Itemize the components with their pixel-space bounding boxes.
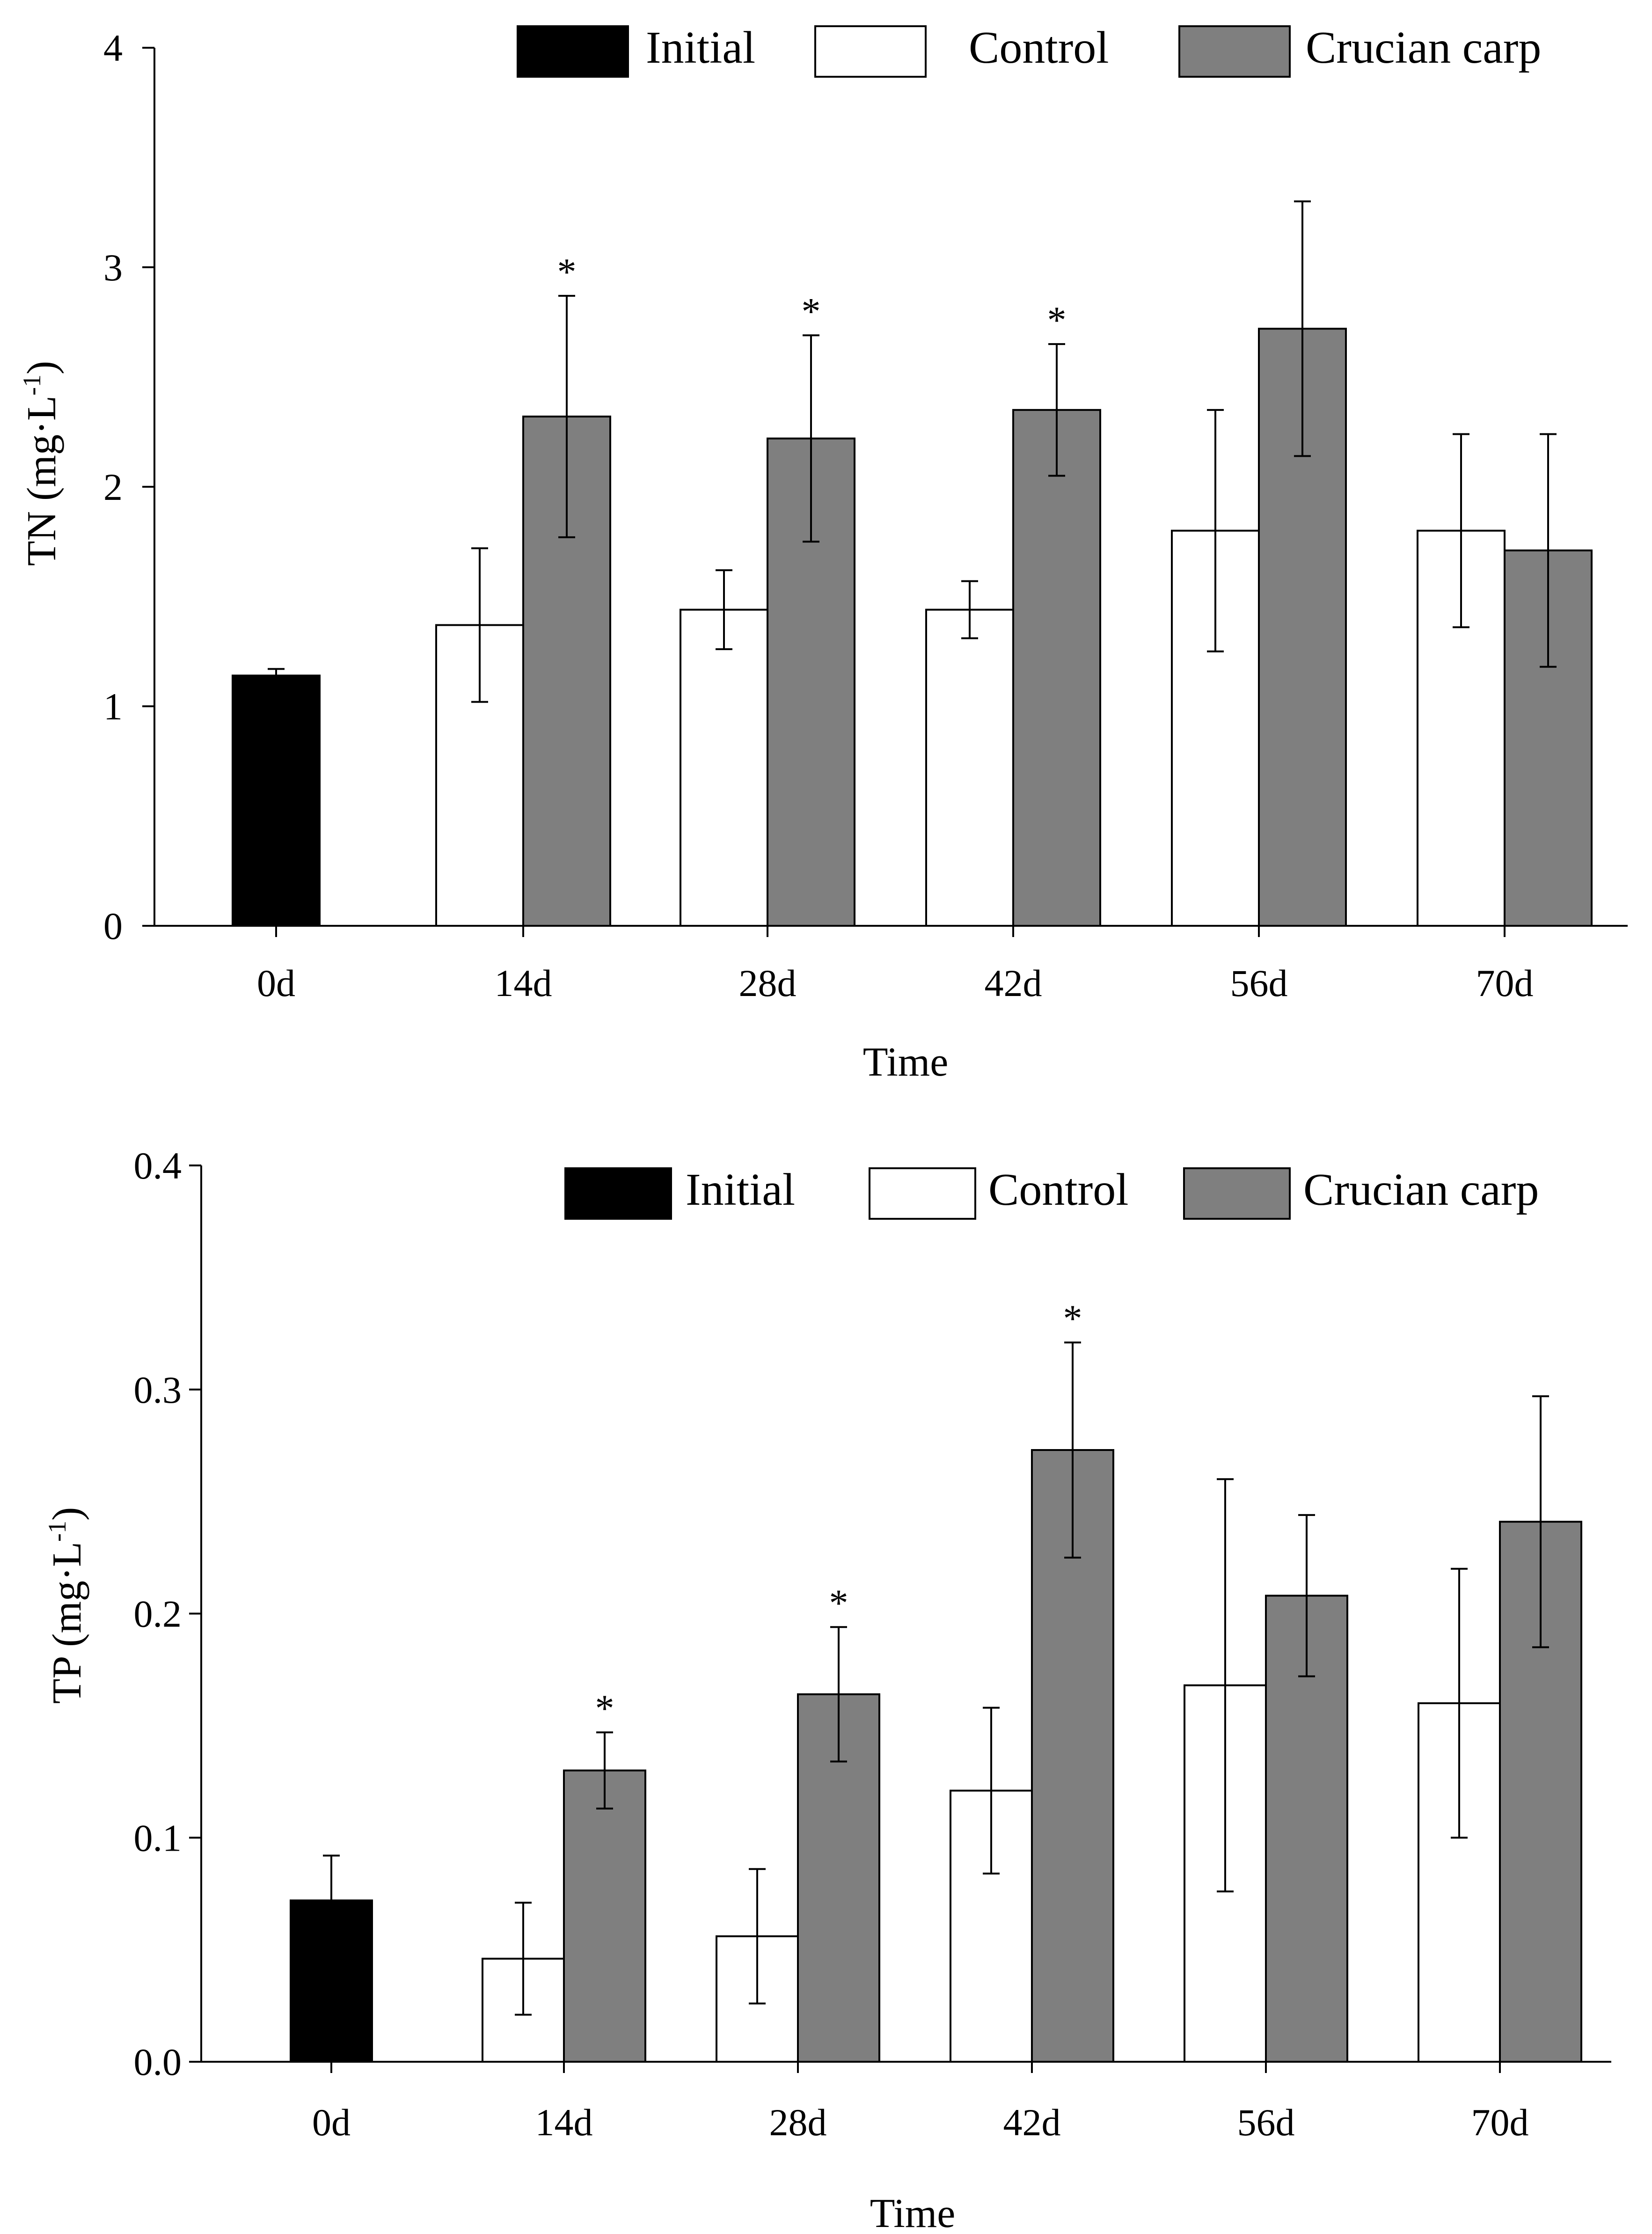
tp-legend-swatch-crucian-carp (1183, 1167, 1291, 1220)
tn-legend-swatch-control (814, 25, 927, 78)
tn-significance-14d: * (557, 250, 577, 293)
tn-significance-28d: * (802, 290, 821, 332)
tp-x-tick-label-42d: 42d (1003, 2101, 1061, 2144)
tp-x-tick-label-14d: 14d (535, 2101, 593, 2144)
chart-panel-tp: TP (mg·L-1) Time (43, 1507, 955, 2234)
tn-y-tick-label: 4 (103, 27, 123, 69)
tp-legend: Initial Control Crucian carp (564, 1165, 1539, 1220)
chart-tn-plot: * * * 0 1 2 3 4 0d 14d 28d 42d 56d 70d Initial Control C… (103, 22, 1628, 1004)
tp-x-tick-label-70d: 70d (1471, 2101, 1529, 2144)
tp-y-tick-label: 0.4 (134, 1144, 182, 1187)
tn-x-tick-label-14d: 14d (495, 962, 552, 1004)
tp-y-tick-label: 0.2 (134, 1593, 182, 1635)
tn-x-tick-label-42d: 42d (985, 962, 1042, 1004)
tn-y-tick-label: 0 (103, 905, 123, 947)
tp-significance-42d: * (1063, 1297, 1082, 1340)
tn-y-tick-label: 2 (103, 466, 123, 508)
tp-legend-swatch-initial (564, 1167, 672, 1220)
tn-x-tick-label-70d: 70d (1476, 962, 1534, 1004)
tp-bar-crucian-carp-14d (563, 1769, 646, 2063)
tp-y-tick-label: 0.1 (134, 1816, 182, 1859)
tn-x-tick-label-56d: 56d (1230, 962, 1288, 1004)
tn-legend-swatch-initial (517, 25, 629, 78)
tp-x-axis-title: Time (870, 2191, 956, 2234)
tp-x-tick-label-28d: 28d (769, 2101, 827, 2144)
tn-bar-crucian-carp-42d (1012, 409, 1101, 927)
tn-bar-crucian-carp-28d (767, 437, 855, 927)
tp-legend-label-control: Control (988, 1165, 1128, 1215)
tp-significance-14d: * (595, 1687, 614, 1729)
tn-bar-control-28d (680, 608, 768, 927)
tn-legend: Initial Control Crucian carp (517, 22, 1541, 981)
tn-legend-label-control: Control (969, 22, 1109, 73)
chart-tp-plot: * * * 0.0 0.1 0.2 0.3 0.4 0d 14d 28d 42d 56d 70d Initi… (134, 1144, 1611, 2144)
tp-significance-28d: * (829, 1582, 848, 1624)
tn-legend-swatch-crucian-carp (1178, 25, 1291, 78)
tn-legend-label-initial: Initial (646, 22, 755, 73)
tn-legend-label-crucian-carp: Crucian carp (1306, 22, 1541, 73)
tp-x-tick-label-0d: 0d (312, 2101, 351, 2144)
tp-legend-label-initial: Initial (686, 1165, 795, 1215)
tn-bar-control-42d (925, 608, 1014, 927)
tn-x-axis-title: Time (863, 1040, 949, 1085)
tp-y-tick-label: 0.3 (134, 1369, 182, 1411)
tn-y-tick-label: 1 (103, 685, 123, 728)
tn-bar-initial-0d (232, 674, 321, 927)
tn-legend-swatch-notch (924, 950, 928, 981)
tp-y-axis-title: TP (mg·L-1) (43, 1507, 90, 1704)
tp-legend-swatch-control (869, 1167, 976, 1220)
tn-y-tick-label: 3 (103, 246, 123, 289)
tn-x-tick-label-0d: 0d (257, 962, 295, 1004)
tn-significance-42d: * (1047, 299, 1067, 341)
chart-panel-tn: TN (mg·L-1) Time (18, 361, 948, 1085)
tp-x-tick-label-56d: 56d (1237, 2101, 1295, 2144)
tp-y-tick-label: 0.0 (134, 2041, 182, 2083)
tn-x-tick-label-28d: 28d (739, 962, 797, 1004)
tn-y-axis-title: TN (mg·L-1) (18, 361, 65, 566)
tp-legend-label-crucian-carp: Crucian carp (1303, 1165, 1539, 1215)
